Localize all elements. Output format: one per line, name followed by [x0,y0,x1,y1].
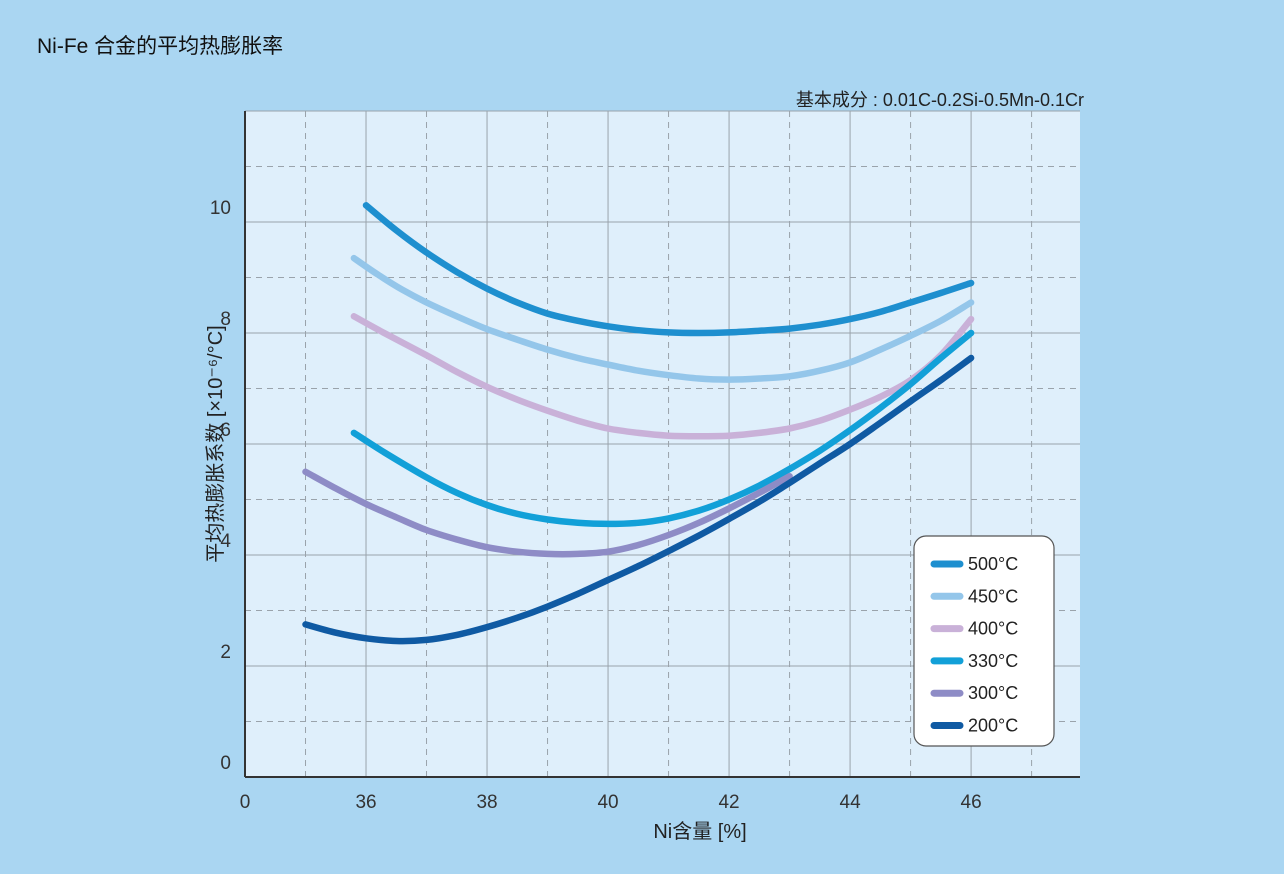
x-tick-label: 44 [840,792,862,813]
y-tick-label: 2 [220,642,231,663]
y-tick-labels: 0 2 4 6 8 10 [210,198,232,774]
series-lines [302,202,975,645]
x-axis-label: Ni含量 [%] [653,820,746,843]
y-tick-label: 0 [220,753,231,774]
legend-label: 330°C [968,651,1018,671]
legend-label: 400°C [968,619,1018,639]
y-tick-label: 6 [220,420,231,441]
series-line-500c [362,202,975,337]
composition-note: 基本成分 : 0.01C-0.2Si-0.5Mn-0.1Cr [795,90,1084,110]
y-tick-label: 4 [220,531,231,552]
y-tick-label: 8 [220,309,231,330]
y-axis-label: 平均热膨胀系数 [×10⁻⁶/°C] [204,325,227,562]
legend-label: 300°C [968,683,1018,703]
x-tick-label: 46 [961,792,982,813]
series-line-300c [302,468,793,558]
series-line-450c [350,254,975,383]
legend-label: 450°C [968,586,1018,606]
legend-label: 200°C [968,716,1018,736]
x-tick-label: 0 [240,792,251,813]
legend: 500°C 450°C 400°C 330°C 300°C 200°C [913,535,1055,747]
x-tick-label: 36 [355,792,376,813]
axes [244,111,1080,778]
series-line-400c [350,313,975,440]
series-line-330c [350,329,975,528]
chart-title: Ni-Fe 合金的平均热膨胀率 [37,35,284,58]
y-tick-label: 10 [210,198,231,219]
x-tick-label: 42 [718,792,739,813]
x-tick-label: 38 [476,792,497,813]
legend-label: 500°C [968,554,1018,574]
x-tick-labels: 0 36 38 40 42 44 46 [240,792,982,813]
x-tick-label: 40 [597,792,618,813]
series-line-200c [302,354,975,645]
